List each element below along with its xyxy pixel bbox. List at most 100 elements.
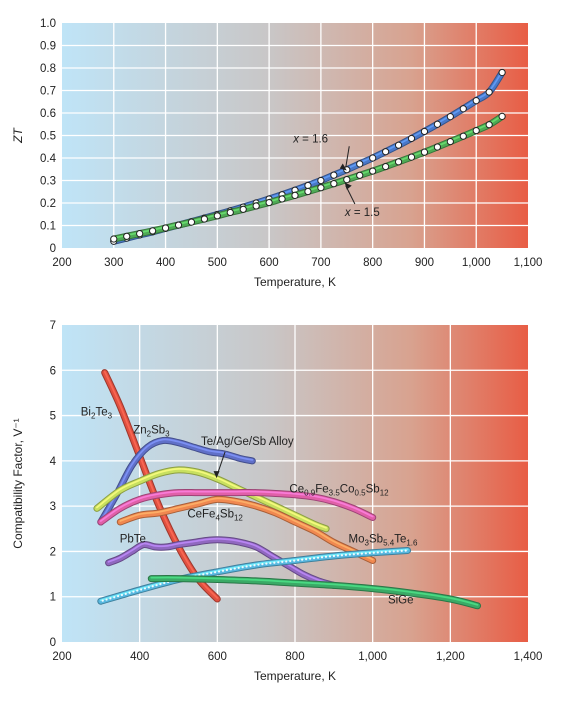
bead (388, 550, 391, 553)
bead (241, 566, 244, 569)
x-tick-label: 400 (130, 651, 149, 663)
data-point (420, 127, 429, 136)
series-1 (110, 112, 506, 243)
series-1 (97, 436, 256, 526)
data-point (485, 121, 493, 129)
x-tick-label: 700 (311, 257, 330, 269)
series-highlight (99, 438, 254, 522)
bead (328, 555, 332, 558)
bead (124, 592, 127, 595)
y-tick-label: 0.1 (40, 221, 56, 233)
bead (356, 552, 359, 556)
x-tick-label: 300 (104, 257, 123, 269)
bead (273, 561, 276, 564)
bead (364, 552, 367, 555)
data-point (304, 187, 312, 196)
x-tick-label: 600 (208, 651, 227, 663)
data-point (485, 88, 493, 96)
series-3 (97, 488, 377, 526)
data-point (369, 154, 377, 162)
bead (221, 569, 225, 572)
bead (253, 564, 256, 567)
data-point (317, 176, 325, 185)
data-point (498, 68, 506, 77)
bead (348, 553, 351, 556)
y-tick-label: 4 (50, 456, 57, 468)
bead (297, 559, 300, 562)
data-point (356, 160, 364, 168)
bead (384, 550, 387, 554)
data-point (394, 141, 403, 149)
data-point (330, 180, 338, 188)
y-tick-label: 1 (50, 592, 56, 604)
series-label: PbTe (120, 533, 146, 545)
bead (400, 549, 403, 552)
bead (289, 559, 292, 563)
bead (116, 595, 120, 598)
x-tick-label: 200 (52, 651, 71, 663)
data-point (174, 221, 183, 229)
x-tick-label: 1,400 (514, 651, 543, 663)
series-highlight (96, 468, 327, 529)
bead (376, 551, 379, 554)
bead (332, 554, 336, 558)
series-label: Te/Ag/Ge/Sb Alloy (201, 436, 294, 448)
data-point (213, 212, 221, 220)
x-tick-label: 1,100 (514, 257, 543, 269)
series-highlight (119, 497, 374, 561)
series-label: SiGe (388, 595, 414, 607)
bead (143, 587, 147, 590)
data-point (446, 113, 454, 121)
bead (155, 584, 158, 587)
bead (245, 565, 248, 568)
bead (360, 552, 363, 555)
bead (301, 558, 304, 561)
data-point (149, 227, 157, 235)
data-point (498, 112, 506, 120)
series-5 (105, 536, 338, 589)
bead (396, 550, 399, 553)
annotation-x16: x = 1.6 (292, 133, 328, 145)
data-point (161, 224, 170, 232)
x-tick-label: 600 (260, 257, 279, 269)
bead (293, 559, 296, 562)
bead (140, 588, 143, 591)
bead (368, 551, 371, 555)
y-axis-label: Compatibility Factor, V⁻¹ (11, 418, 25, 548)
data-point (407, 153, 416, 161)
annotation-arrow (216, 451, 226, 475)
bead (163, 581, 166, 585)
series-label: Mo3Sb5.4Te1.6 (349, 533, 418, 547)
y-tick-label: 0.5 (40, 131, 56, 143)
bead (257, 563, 260, 566)
y-tick-label: 0 (50, 637, 56, 649)
y-tick-label: 0.3 (40, 176, 56, 188)
data-point (239, 205, 247, 213)
data-point (317, 184, 325, 192)
x-tick-label: 800 (285, 651, 304, 663)
x-tick-label: 1,000 (358, 651, 387, 663)
data-point (226, 208, 234, 217)
y-tick-label: 3 (50, 501, 56, 513)
bead (336, 554, 340, 557)
bead (109, 597, 112, 600)
series-line (148, 576, 480, 609)
bead (285, 560, 288, 563)
series-label: CeFe4Sb12 (187, 508, 243, 522)
bead (281, 560, 284, 563)
annotation-arrow (345, 146, 350, 168)
bead (202, 573, 205, 576)
data-point (420, 148, 429, 156)
data-point (459, 105, 467, 113)
data-point (123, 232, 131, 240)
y-tick-label: 2 (50, 546, 56, 558)
bead (159, 583, 162, 586)
y-tick-label: 6 (50, 365, 56, 377)
zt-chart: 200 300 400 500 600 700 800 900 1,000 1,100 0 0.1 0.… (11, 18, 542, 289)
bead (277, 561, 280, 564)
data-point (459, 132, 467, 140)
bead (147, 586, 150, 589)
series-highlight (150, 576, 479, 606)
data-point (343, 176, 351, 184)
bead (265, 562, 268, 565)
